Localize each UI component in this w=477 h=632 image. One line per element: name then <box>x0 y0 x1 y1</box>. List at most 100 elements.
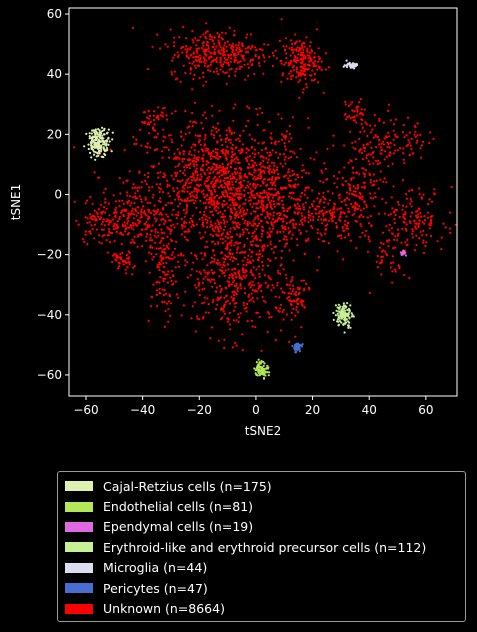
scatter-point <box>240 287 243 290</box>
scatter-point <box>416 134 419 137</box>
scatter-point <box>373 183 376 186</box>
scatter-point <box>300 61 303 64</box>
scatter-point <box>272 203 276 206</box>
scatter-point <box>345 65 349 69</box>
scatter-point <box>198 60 201 63</box>
scatter-point <box>212 248 215 252</box>
scatter-point <box>147 121 150 125</box>
scatter-point <box>415 243 418 247</box>
scatter-point <box>226 263 229 266</box>
legend-item-microglia: Microglia (n=44) <box>65 558 465 578</box>
scatter-point <box>169 314 172 317</box>
scatter-point <box>225 61 228 64</box>
scatter-point <box>213 207 216 210</box>
scatter-point <box>145 235 148 238</box>
scatter-point <box>389 151 392 155</box>
scatter-point <box>251 173 254 176</box>
scatter-point <box>274 194 277 197</box>
scatter-point <box>251 235 254 238</box>
scatter-point <box>222 54 225 57</box>
scatter-point <box>240 151 243 154</box>
scatter-point <box>365 205 368 209</box>
scatter-point <box>156 208 160 211</box>
scatter-point <box>192 60 195 63</box>
scatter-point <box>231 147 234 151</box>
scatter-point <box>240 193 243 196</box>
scatter-point <box>378 117 381 120</box>
scatter-point <box>420 156 423 159</box>
scatter-point <box>168 184 171 187</box>
scatter-point <box>175 240 178 243</box>
scatter-point <box>244 186 247 189</box>
scatter-point <box>276 166 279 169</box>
scatter-point <box>167 308 170 311</box>
scatter-point <box>225 177 228 180</box>
scatter-point <box>293 293 296 296</box>
scatter-point <box>98 129 101 132</box>
scatter-point <box>105 220 108 223</box>
scatter-point <box>241 56 245 59</box>
scatter-point <box>429 220 433 223</box>
scatter-point <box>376 254 379 258</box>
scatter-point <box>257 265 261 268</box>
scatter-point <box>220 251 223 254</box>
scatter-point <box>90 215 93 218</box>
scatter-point <box>108 241 112 244</box>
scatter-point <box>181 199 184 202</box>
scatter-point <box>268 55 271 59</box>
scatter-point <box>171 251 174 254</box>
scatter-point <box>294 41 297 44</box>
scatter-point <box>238 140 241 143</box>
scatter-point <box>92 150 95 153</box>
scatter-point <box>286 297 289 300</box>
scatter-point <box>343 212 346 215</box>
scatter-point <box>231 177 234 180</box>
scatter-point <box>188 62 191 65</box>
scatter-point <box>271 51 274 55</box>
scatter-point <box>242 304 245 307</box>
scatter-point <box>207 303 210 306</box>
scatter-point <box>323 206 326 209</box>
scatter-point <box>202 160 205 163</box>
scatter-point <box>288 47 291 50</box>
scatter-point <box>170 253 173 256</box>
scatter-point <box>195 196 198 199</box>
scatter-point <box>194 284 197 287</box>
scatter-point <box>174 110 177 113</box>
scatter-point <box>204 271 207 274</box>
scatter-point <box>167 227 171 230</box>
scatter-point <box>244 271 247 274</box>
scatter-point <box>100 144 103 147</box>
scatter-point <box>236 46 239 50</box>
scatter-point <box>389 119 392 122</box>
scatter-point <box>152 165 155 168</box>
scatter-point <box>229 207 232 210</box>
scatter-point <box>227 318 230 321</box>
scatter-point <box>217 339 220 342</box>
scatter-point <box>191 29 194 33</box>
scatter-point <box>239 312 242 315</box>
scatter-point <box>297 49 301 53</box>
scatter-point <box>387 214 390 217</box>
scatter-point <box>399 146 402 150</box>
scatter-point <box>131 238 134 241</box>
scatter-point <box>216 152 219 155</box>
scatter-point <box>389 141 392 145</box>
scatter-point <box>322 181 325 184</box>
scatter-point <box>240 49 243 53</box>
scatter-point <box>233 158 236 161</box>
scatter-point <box>288 183 291 186</box>
scatter-point <box>260 289 263 293</box>
scatter-point <box>305 83 308 86</box>
scatter-point <box>423 222 426 225</box>
scatter-point <box>350 178 353 181</box>
scatter-point <box>264 216 267 219</box>
scatter-point <box>99 216 102 219</box>
scatter-point <box>164 273 167 276</box>
scatter-point <box>262 156 265 159</box>
scatter-point <box>344 103 347 106</box>
scatter-point <box>274 178 277 181</box>
scatter-point <box>289 150 292 153</box>
scatter-point <box>195 315 198 318</box>
scatter-point <box>177 54 180 57</box>
